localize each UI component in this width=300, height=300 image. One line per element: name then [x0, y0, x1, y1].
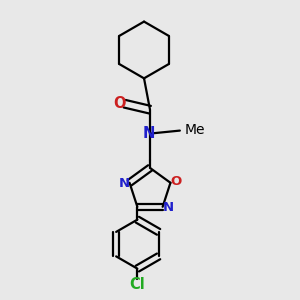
Text: N: N — [142, 126, 155, 141]
Text: Me: Me — [184, 123, 205, 137]
Text: N: N — [118, 177, 130, 190]
Text: N: N — [162, 201, 174, 214]
Text: O: O — [114, 96, 126, 111]
Text: O: O — [170, 175, 182, 188]
Text: Cl: Cl — [130, 277, 145, 292]
